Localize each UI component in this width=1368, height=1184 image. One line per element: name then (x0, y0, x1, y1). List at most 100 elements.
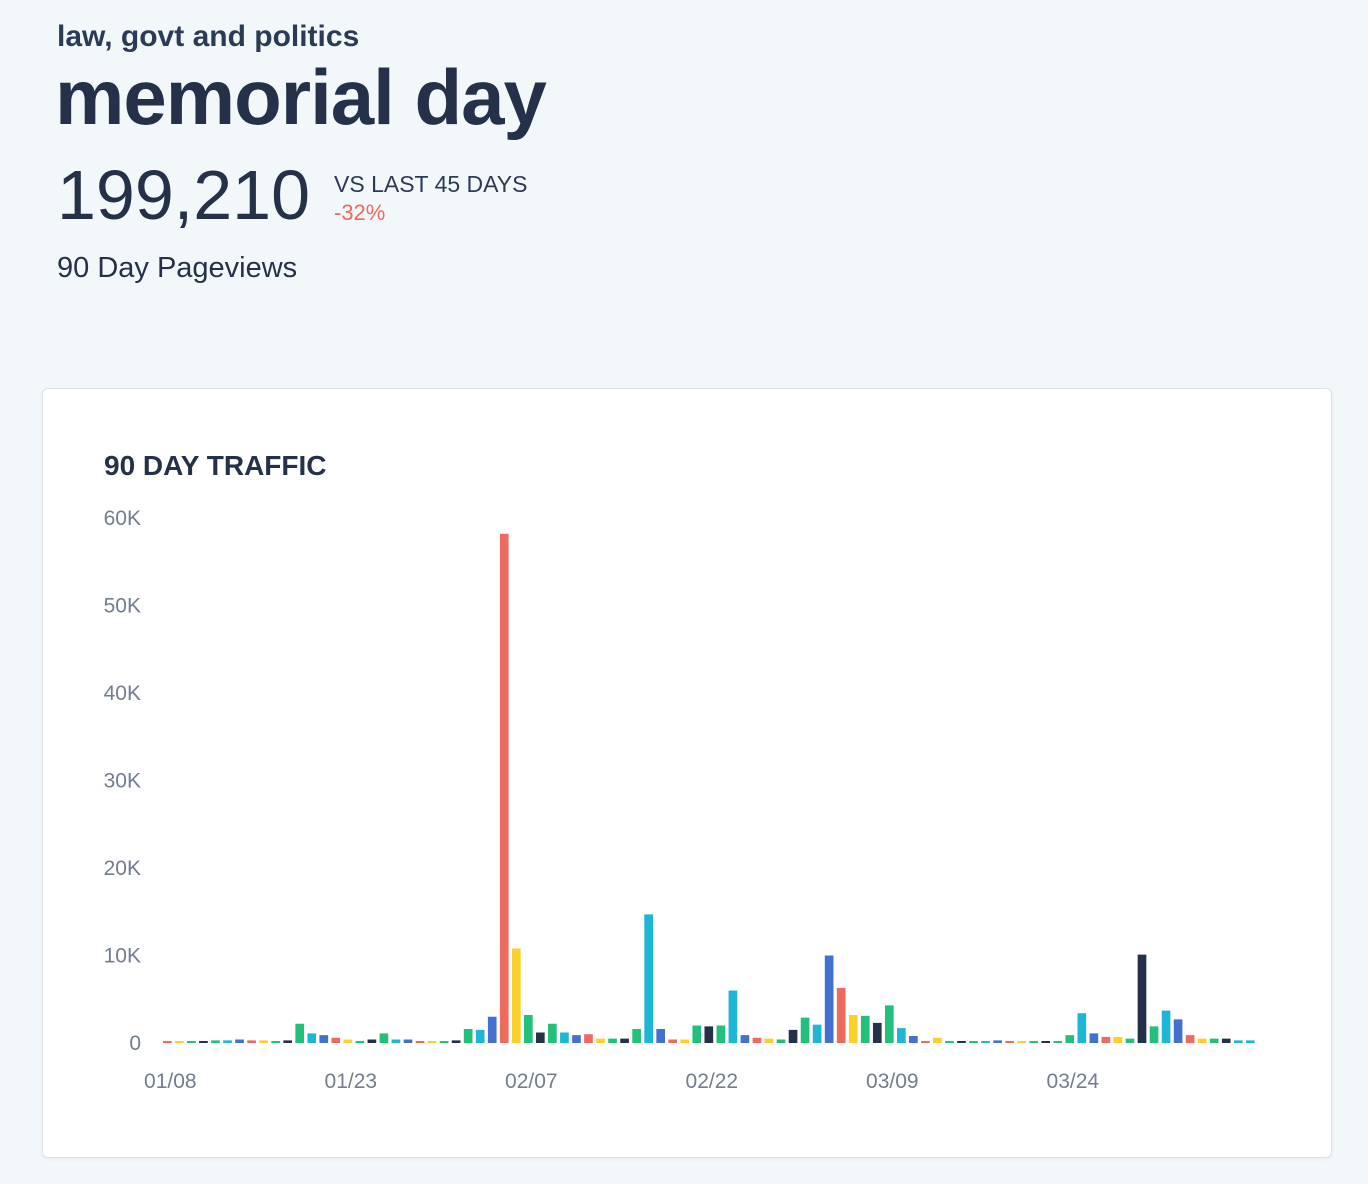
traffic-bar[interactable] (1017, 1041, 1026, 1043)
traffic-bar[interactable] (391, 1039, 401, 1044)
traffic-bar[interactable] (1221, 1038, 1231, 1044)
traffic-bar[interactable] (247, 1040, 256, 1044)
traffic-bar[interactable] (283, 1040, 292, 1044)
traffic-bar[interactable] (1209, 1038, 1219, 1044)
traffic-bar[interactable] (680, 1039, 690, 1044)
traffic-bar[interactable] (608, 1038, 617, 1044)
traffic-bar[interactable] (620, 1038, 629, 1044)
traffic-bar[interactable] (1101, 1036, 1111, 1044)
traffic-bar[interactable] (909, 1036, 918, 1043)
traffic-bar[interactable] (752, 1037, 762, 1043)
traffic-bar[interactable] (692, 1025, 702, 1044)
traffic-bar[interactable] (1041, 1041, 1051, 1043)
traffic-bar[interactable] (1149, 1026, 1159, 1044)
traffic-bar[interactable] (343, 1039, 353, 1044)
traffic-bar[interactable] (523, 1015, 533, 1043)
traffic-bar[interactable] (921, 1041, 930, 1043)
traffic-bar[interactable] (632, 1029, 641, 1043)
traffic-bar[interactable] (572, 1035, 581, 1044)
traffic-bar[interactable] (163, 1041, 172, 1043)
traffic-bar[interactable] (415, 1041, 425, 1043)
traffic-bar[interactable] (560, 1032, 569, 1044)
traffic-bar[interactable] (499, 533, 509, 1043)
traffic-bar[interactable] (511, 948, 521, 1044)
traffic-bar[interactable] (463, 1029, 473, 1043)
traffic-bar[interactable] (1185, 1035, 1195, 1044)
traffic-bar[interactable] (271, 1041, 280, 1043)
traffic-bar[interactable] (211, 1040, 220, 1044)
traffic-bar[interactable] (187, 1041, 196, 1043)
traffic-bar[interactable] (1077, 1013, 1087, 1043)
traffic-bar[interactable] (788, 1029, 798, 1044)
traffic-bar[interactable] (475, 1029, 485, 1044)
traffic-bar[interactable] (644, 914, 653, 1044)
traffic-bar[interactable] (487, 1016, 497, 1043)
traffic-bar[interactable] (776, 1039, 786, 1044)
traffic-bar[interactable] (295, 1023, 305, 1043)
traffic-bar[interactable] (1245, 1040, 1255, 1044)
traffic-bar[interactable] (945, 1041, 954, 1043)
traffic-bar[interactable] (1125, 1038, 1135, 1044)
traffic-bar[interactable] (223, 1040, 232, 1044)
bars-group (163, 533, 1255, 1044)
traffic-bar[interactable] (1089, 1033, 1099, 1044)
traffic-bar[interactable] (1005, 1041, 1014, 1043)
traffic-bar[interactable] (764, 1038, 774, 1044)
traffic-chart-card (42, 388, 1332, 1158)
traffic-bar[interactable] (1053, 1041, 1063, 1043)
traffic-bar[interactable] (367, 1039, 377, 1044)
traffic-bar[interactable] (824, 955, 834, 1044)
y-tick-label: 60K (104, 507, 141, 530)
traffic-bar[interactable] (800, 1017, 810, 1044)
traffic-bar[interactable] (175, 1041, 184, 1043)
traffic-bar[interactable] (884, 1005, 894, 1044)
x-tick-label: 03/09 (866, 1070, 919, 1093)
x-tick-label: 01/08 (144, 1070, 197, 1093)
traffic-bar[interactable] (728, 990, 738, 1044)
traffic-bar[interactable] (1173, 1019, 1183, 1044)
traffic-bar[interactable] (439, 1041, 449, 1043)
traffic-bar[interactable] (596, 1038, 605, 1044)
x-tick-label: 01/23 (325, 1070, 378, 1093)
traffic-bar[interactable] (1197, 1038, 1207, 1044)
traffic-bar[interactable] (812, 1024, 822, 1044)
traffic-bar[interactable] (848, 1015, 858, 1043)
traffic-bar[interactable] (740, 1035, 750, 1044)
traffic-bar[interactable] (897, 1028, 906, 1044)
traffic-bar[interactable] (355, 1041, 365, 1043)
traffic-bar[interactable] (656, 1029, 666, 1043)
traffic-bar[interactable] (584, 1034, 593, 1043)
y-tick-label: 0 (129, 1032, 141, 1055)
traffic-bar[interactable] (319, 1035, 329, 1044)
traffic-bar[interactable] (1137, 954, 1147, 1044)
traffic-bar[interactable] (427, 1041, 437, 1043)
traffic-bar[interactable] (548, 1023, 557, 1043)
traffic-bar[interactable] (451, 1040, 461, 1044)
traffic-bar[interactable] (704, 1026, 714, 1044)
traffic-bar[interactable] (259, 1040, 268, 1044)
traffic-bar[interactable] (933, 1037, 942, 1043)
traffic-bar[interactable] (1113, 1036, 1123, 1044)
traffic-bar[interactable] (536, 1032, 545, 1044)
traffic-bar[interactable] (860, 1015, 870, 1044)
traffic-bar[interactable] (836, 987, 846, 1044)
traffic-bar[interactable] (993, 1040, 1002, 1044)
traffic-bar[interactable] (379, 1033, 389, 1044)
traffic-bar[interactable] (716, 1025, 726, 1044)
traffic-bar[interactable] (981, 1041, 990, 1043)
traffic-bar[interactable] (403, 1039, 413, 1044)
traffic-bar[interactable] (307, 1033, 317, 1044)
traffic-bar[interactable] (235, 1039, 244, 1044)
chart-title: 90 DAY TRAFFIC (104, 450, 327, 481)
traffic-bar[interactable] (668, 1039, 678, 1044)
traffic-bar[interactable] (1233, 1040, 1243, 1044)
traffic-bar[interactable] (331, 1037, 341, 1043)
traffic-bar[interactable] (957, 1041, 966, 1043)
traffic-bar[interactable] (872, 1022, 882, 1044)
page-title: memorial day (55, 53, 547, 141)
traffic-bar[interactable] (199, 1041, 208, 1043)
traffic-bar[interactable] (1161, 1010, 1171, 1044)
traffic-bar[interactable] (1029, 1041, 1039, 1043)
traffic-bar[interactable] (969, 1041, 978, 1043)
traffic-bar[interactable] (1065, 1035, 1075, 1044)
